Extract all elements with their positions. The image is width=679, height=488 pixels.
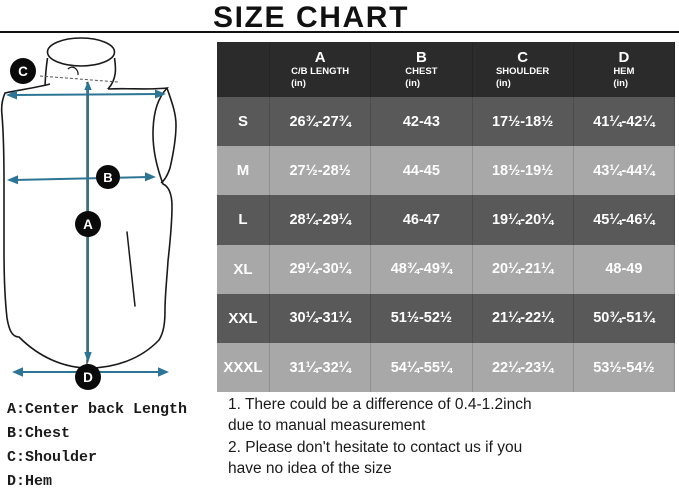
svg-text:B: B — [103, 170, 112, 185]
svg-text:A: A — [83, 217, 93, 232]
svg-text:C: C — [18, 64, 28, 79]
svg-text:D: D — [83, 370, 93, 385]
